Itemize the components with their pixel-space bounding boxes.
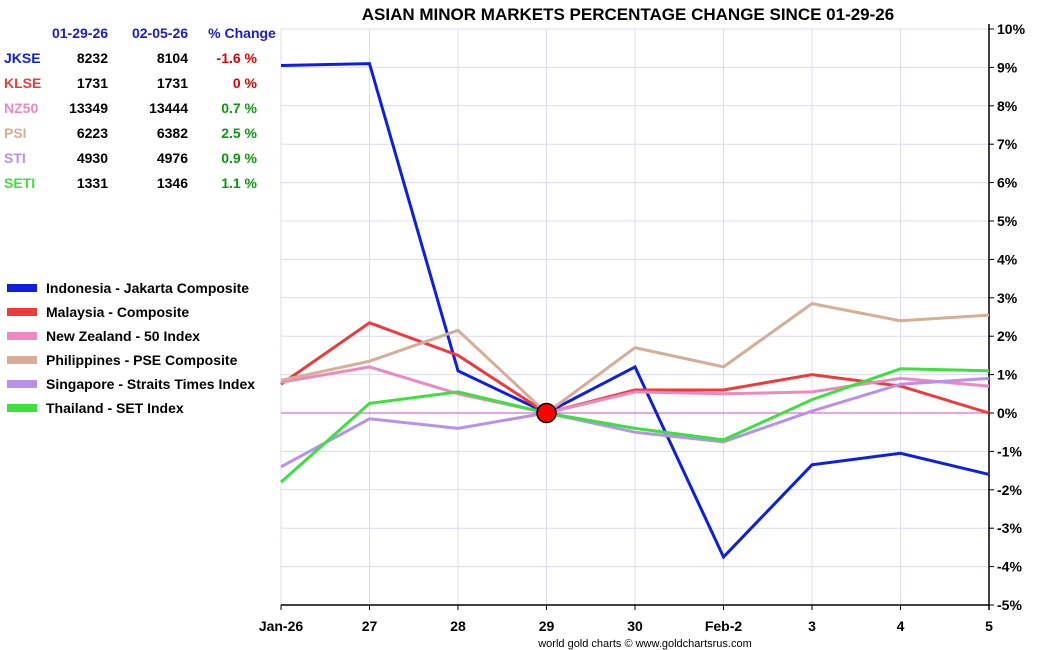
credit-text: world gold charts © www.goldchartsrus.co…	[537, 638, 752, 650]
legend: Indonesia - Jakarta Composite Malaysia - …	[7, 280, 255, 416]
legend-label: Singapore - Straits Times Index	[46, 376, 255, 392]
table-value-end: 8104	[157, 50, 188, 66]
table-percent-change: 1.1 %	[221, 175, 257, 191]
x-tick-label: 5	[985, 618, 993, 634]
series-line-indonesia-jakarta-composite	[280, 62, 990, 560]
table-value-end: 1731	[157, 75, 188, 91]
x-tick-label: 4	[897, 618, 905, 634]
legend-swatch	[7, 308, 37, 316]
series-line-singapore-straits-times-index	[280, 376, 990, 469]
legend-swatch	[7, 356, 37, 364]
table-symbol: PSI	[4, 125, 27, 141]
x-tick-label: 30	[627, 618, 643, 634]
x-tick-label: Feb-2	[705, 618, 743, 634]
chart-title: ASIAN MINOR MARKETS PERCENTAGE CHANGE SI…	[362, 5, 894, 24]
table-symbol: STI	[4, 150, 26, 166]
table-symbol: KLSE	[4, 75, 41, 91]
y-tick-label: 5%	[997, 213, 1018, 229]
table-percent-change: 0.9 %	[221, 150, 257, 166]
table-percent-change: 0.7 %	[221, 100, 257, 116]
y-tick-label: -1%	[997, 443, 1022, 459]
legend-label: Philippines - PSE Composite	[46, 352, 238, 368]
x-tick-label: 28	[450, 618, 466, 634]
legend-swatch	[7, 380, 37, 388]
table-symbol: JKSE	[4, 50, 41, 66]
y-tick-label: 2%	[997, 328, 1018, 344]
legend-swatch	[7, 332, 37, 340]
y-tick-label: 1%	[997, 367, 1018, 383]
legend-label: Indonesia - Jakarta Composite	[46, 280, 249, 296]
y-tick-label: -2%	[997, 482, 1022, 498]
table-value-end: 4976	[157, 150, 188, 166]
y-tick-label: 7%	[997, 136, 1018, 152]
y-tick-label: 0%	[997, 405, 1018, 421]
y-tick-label: 9%	[997, 59, 1018, 75]
summary-table: 01-29-26 02-05-26 % Change JKSE 8232 8104 -1.6…	[4, 25, 276, 191]
x-tick-label: 27	[362, 618, 378, 634]
table-value-end: 13444	[149, 100, 188, 116]
x-tick-label: 3	[808, 618, 816, 634]
table-symbol: SETI	[4, 175, 35, 191]
table-value-start: 13349	[69, 100, 108, 116]
y-tick-label: 10%	[997, 21, 1026, 37]
table-header: 01-29-26	[52, 25, 108, 41]
table-header: 02-05-26	[132, 25, 188, 41]
legend-swatch	[7, 404, 37, 412]
table-value-end: 1346	[157, 175, 188, 191]
table-percent-change: -1.6 %	[217, 50, 258, 66]
axes: -5% -4% -3% -2% -1% 0% 1% 2% 3% 4% 5% 6% 7% 8% 9% 10% Ja…	[259, 21, 1026, 634]
reference-point-marker	[536, 402, 557, 424]
table-value-start: 1331	[77, 175, 108, 191]
legend-swatch	[7, 284, 37, 292]
table-value-start: 4930	[77, 150, 108, 166]
series-line-thailand-set-index	[280, 367, 990, 484]
legend-label: New Zealand - 50 Index	[46, 328, 200, 344]
y-tick-label: 3%	[997, 290, 1018, 306]
series-line-philippines-pse-composite	[280, 302, 990, 415]
table-percent-change: 0 %	[233, 75, 258, 91]
table-header: % Change	[208, 25, 276, 41]
table-value-end: 6382	[157, 125, 188, 141]
y-tick-label: -5%	[997, 597, 1022, 613]
y-tick-label: 8%	[997, 98, 1018, 114]
table-value-start: 8232	[77, 50, 108, 66]
table-symbol: NZ50	[4, 100, 38, 116]
series-lines	[280, 62, 990, 560]
y-tick-label: 6%	[997, 175, 1018, 191]
x-tick-label: Jan-26	[259, 618, 304, 634]
table-percent-change: 2.5 %	[221, 125, 257, 141]
series-line-new-zealand-50-index	[280, 365, 990, 415]
x-tick-label: 29	[539, 618, 555, 634]
y-tick-label: -4%	[997, 559, 1022, 575]
legend-label: Malaysia - Composite	[46, 304, 189, 320]
y-tick-label: 4%	[997, 251, 1018, 267]
legend-label: Thailand - SET Index	[46, 400, 184, 416]
table-value-start: 1731	[77, 75, 108, 91]
y-tick-label: -3%	[997, 520, 1022, 536]
table-value-start: 6223	[77, 125, 108, 141]
